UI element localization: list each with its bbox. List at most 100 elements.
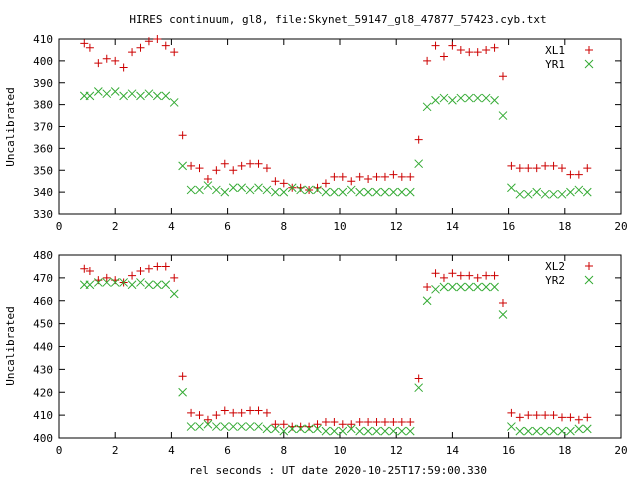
legend-label: YR1 [545,58,565,71]
x-tick-label: 6 [224,444,231,457]
data-point-xl2 [321,417,330,426]
data-point-xl1 [557,164,566,173]
data-point-yr1 [363,187,373,197]
data-point-xl2 [279,420,288,429]
data-point-yr2 [380,426,390,436]
plot-frame [58,254,622,439]
data-point-yr1 [473,93,483,103]
data-point-yr1 [136,91,145,101]
data-point-yr2 [515,426,525,436]
data-point-xl2 [482,271,491,280]
data-point-xl1 [246,159,255,168]
data-point-xl1 [574,170,583,179]
data-point-xl1 [94,59,103,68]
data-point-xl1 [119,63,128,72]
data-point-xl1 [170,48,179,57]
data-point-xl2 [397,417,406,426]
data-point-xl1 [448,41,457,50]
data-point-xl1 [355,172,364,181]
x-tick-label: 16 [502,444,515,457]
data-point-xl2 [85,267,94,276]
data-point-yr2 [566,426,575,436]
data-point-xl1 [128,48,137,57]
data-point-yr2 [144,280,154,290]
data-point-yr1 [355,187,365,197]
legend-marker [584,275,594,285]
y-tick-label: 460 [33,295,53,308]
data-point-yr1 [405,187,415,197]
x-tick-label: 20 [614,444,627,457]
x-tick-label: 18 [558,220,571,233]
data-point-xl2 [237,408,246,417]
y-tick-label: 330 [33,208,53,221]
top-panel: 0 2 4 6 8 10 12 14 16 18 20 330 340 350 360 370 380 390 40… [4,33,628,233]
data-point-xl2 [338,420,347,429]
data-point-yr2 [321,426,331,436]
data-point-yr2 [405,426,415,436]
legend-label: XL2 [545,260,565,273]
data-point-xl2 [195,411,204,420]
data-point-yr1 [304,185,314,195]
data-point-xl1 [549,161,558,170]
data-point-yr1 [110,87,120,96]
data-point-xl1 [482,45,491,54]
data-point-yr2 [178,387,187,397]
data-point-yr1 [237,183,247,193]
data-point-yr1 [228,183,238,193]
data-point-yr2 [448,282,457,292]
data-point-yr2 [287,424,297,434]
data-point-xl1 [439,52,448,61]
data-point-xl2 [515,413,524,422]
data-point-xl1 [220,159,229,168]
data-point-yr2 [464,282,474,292]
data-point-yr2 [414,383,424,393]
data-point-yr1 [178,161,187,171]
x-tick-label: 8 [280,444,287,457]
x-tick-label: 6 [224,220,231,233]
data-point-yr1 [195,185,204,195]
x-tick-label: 8 [280,220,287,233]
data-point-xl2 [144,264,153,273]
data-point-xl1 [515,164,524,173]
data-point-xl1 [524,164,533,173]
data-point-xl1 [583,164,592,173]
data-point-yr2 [237,422,247,431]
x-tick-label: 12 [390,444,403,457]
data-point-xl2 [178,372,187,381]
data-point-xl1 [271,177,280,186]
y-axis-label: Uncalibrated [4,87,17,166]
data-point-yr2 [574,424,584,434]
data-point-xl2 [262,408,271,417]
data-point-xl2 [170,273,179,282]
data-point-yr2 [481,282,491,292]
data-point-yr2 [397,426,407,436]
data-point-yr2 [431,284,440,294]
data-point-yr2 [363,426,373,436]
data-point-xl2 [414,374,423,383]
x-tick-label: 0 [56,444,63,457]
data-point-yr2 [523,426,533,436]
data-point-yr1 [279,187,289,197]
data-point-yr1 [515,189,525,199]
data-point-yr2 [110,278,120,287]
data-point-yr2 [127,280,137,290]
y-tick-label: 470 [33,272,53,285]
plot-frame [58,38,622,215]
data-point-xl1 [431,41,440,50]
data-point-yr2 [136,278,145,287]
data-point-yr1 [481,93,491,103]
data-point-xl2 [271,420,280,429]
bottom-panel: 0 2 4 6 8 10 12 14 16 18 20 400 410 420 430 440 450 460 47… [4,249,628,457]
data-point-yr2 [271,424,280,434]
data-point-xl2 [372,417,381,426]
data-point-xl2 [532,411,541,420]
data-point-xl2 [574,415,583,424]
y-tick-label: 340 [33,186,53,199]
data-point-yr2 [85,280,95,290]
legend-marker [585,46,593,54]
x-tick-label: 0 [56,220,63,233]
x-tick-label: 10 [333,444,346,457]
data-point-yr2 [439,282,449,292]
data-point-yr1 [549,189,558,199]
